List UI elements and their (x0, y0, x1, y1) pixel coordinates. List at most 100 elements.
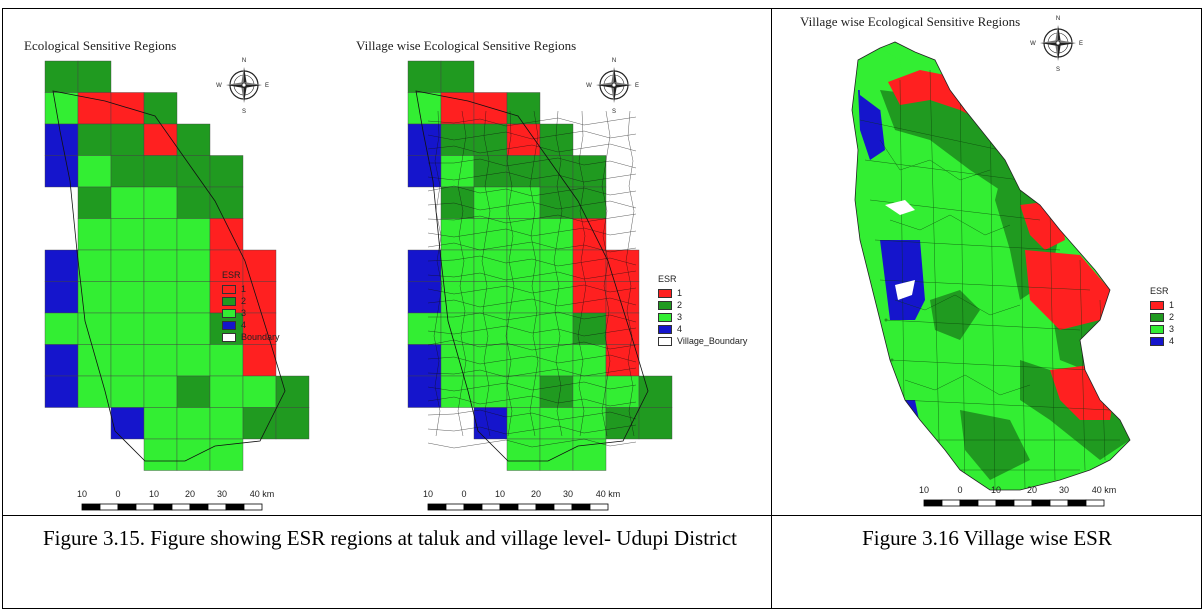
grid-cell (44, 155, 79, 188)
svg-text:N: N (242, 58, 246, 64)
svg-text:10: 10 (423, 489, 433, 499)
grid-cell (77, 60, 112, 93)
map1-legend: ESR 1 2 3 4 Boundary (222, 270, 280, 343)
svg-text:0: 0 (461, 489, 466, 499)
map1-legend-item: 1 (222, 283, 280, 295)
grid-cell (77, 92, 112, 125)
svg-text:30: 30 (563, 489, 573, 499)
map2-legend-title: ESR (658, 274, 677, 284)
svg-text:W: W (586, 83, 592, 89)
map3-scale-bar: 10 0 10 20 30 40 km (919, 485, 1117, 507)
grid-cell (209, 249, 244, 282)
grid-cell (572, 407, 607, 440)
svg-text:S: S (242, 109, 246, 115)
grid-cell (572, 438, 607, 471)
grid-cell (176, 312, 211, 345)
svg-text:10: 10 (149, 489, 159, 499)
svg-text:10: 10 (991, 485, 1001, 495)
map3-legend: ESR 1 2 3 4 (1150, 286, 1174, 347)
grid-cell (275, 407, 310, 440)
grid-cell (440, 186, 475, 219)
map1-legend-label: 1 (241, 284, 247, 294)
map3-legend-label: 1 (1169, 300, 1175, 310)
caption-figure-3-15: Figure 3.15. Figure showing ESR regions … (42, 526, 738, 550)
map2-legend-label: 4 (677, 324, 683, 334)
svg-text:20: 20 (531, 489, 541, 499)
grid-cell (176, 218, 211, 251)
map1-compass-icon: N S E W (216, 58, 269, 115)
map2-scale-bar: 10 0 10 20 30 40 km (423, 489, 621, 511)
svg-text:40 km: 40 km (250, 489, 275, 499)
grid-cell (572, 375, 607, 408)
map2-legend-swatch (658, 324, 672, 334)
svg-text:30: 30 (217, 489, 227, 499)
grid-cell (440, 60, 475, 93)
map1-legend-swatch (222, 284, 236, 294)
map3-legend-label: 4 (1169, 336, 1175, 346)
grid-cell (209, 155, 244, 188)
map3-legend-item: 4 (1150, 335, 1174, 347)
grid-cell (110, 407, 145, 440)
grid-cell (143, 92, 178, 125)
map2-legend-item: Village_Boundary (658, 335, 747, 347)
svg-text:N: N (1056, 16, 1060, 22)
svg-text:E: E (265, 83, 269, 89)
map1-legend-swatch (222, 308, 236, 318)
grid-cell (242, 249, 277, 282)
grid-cell (638, 375, 673, 408)
map3-legend-label: 2 (1169, 312, 1175, 322)
map3-compass-icon: N S E W (1030, 16, 1083, 73)
svg-text:0: 0 (115, 489, 120, 499)
map2-legend-item: 1 (658, 287, 747, 299)
svg-text:N: N (612, 58, 616, 64)
svg-text:20: 20 (185, 489, 195, 499)
grid-cell (638, 407, 673, 440)
map1-legend-item: Boundary (222, 331, 280, 343)
grid-cell (242, 407, 277, 440)
grid-cell (176, 249, 211, 282)
svg-text:30: 30 (1059, 485, 1069, 495)
grid-cell (176, 375, 211, 408)
map2-legend-label: 3 (677, 312, 683, 322)
grid-cell (506, 92, 541, 125)
grid-cell (110, 92, 145, 125)
grid-cell (572, 155, 607, 188)
map3-legend-item: 2 (1150, 311, 1174, 323)
grid-cell (473, 92, 508, 125)
grid-cell (539, 281, 574, 314)
map2-legend-label: Village_Boundary (677, 336, 748, 346)
grid-cell (440, 218, 475, 251)
grid-cell (242, 312, 277, 345)
map1-legend-label: Boundary (241, 332, 280, 342)
grid-cell (44, 312, 79, 345)
grid-cell (110, 281, 145, 314)
map3-legend-swatch (1150, 336, 1164, 346)
grid-cell (539, 438, 574, 471)
grid-cell (209, 186, 244, 219)
grid-cell (176, 438, 211, 471)
caption-figure-3-16: Figure 3.16 Village wise ESR (862, 526, 1112, 550)
map2-legend-item: 3 (658, 311, 747, 323)
map1-scale-bar: 10 0 10 20 30 40 km (77, 489, 275, 511)
map1-legend-label: 3 (241, 308, 247, 318)
svg-text:40 km: 40 km (1092, 485, 1117, 495)
svg-text:10: 10 (919, 485, 929, 495)
map2-legend-item: 2 (658, 299, 747, 311)
svg-text:E: E (635, 83, 639, 89)
map2-compass-icon: N S E W (586, 58, 639, 115)
grid-cell (209, 375, 244, 408)
svg-text:W: W (1030, 41, 1036, 47)
map1-legend-swatch (222, 320, 236, 330)
svg-text:40 km: 40 km (596, 489, 621, 499)
grid-cell (110, 344, 145, 377)
grid-cell (605, 249, 640, 282)
grid-cell (440, 123, 475, 156)
grid-cell (506, 438, 541, 471)
map1-legend-item: 2 (222, 295, 280, 307)
grid-cell (77, 155, 112, 188)
map1-legend-label: 4 (241, 320, 247, 330)
grid-cell (506, 155, 541, 188)
map3-legend-item: 1 (1150, 299, 1174, 311)
